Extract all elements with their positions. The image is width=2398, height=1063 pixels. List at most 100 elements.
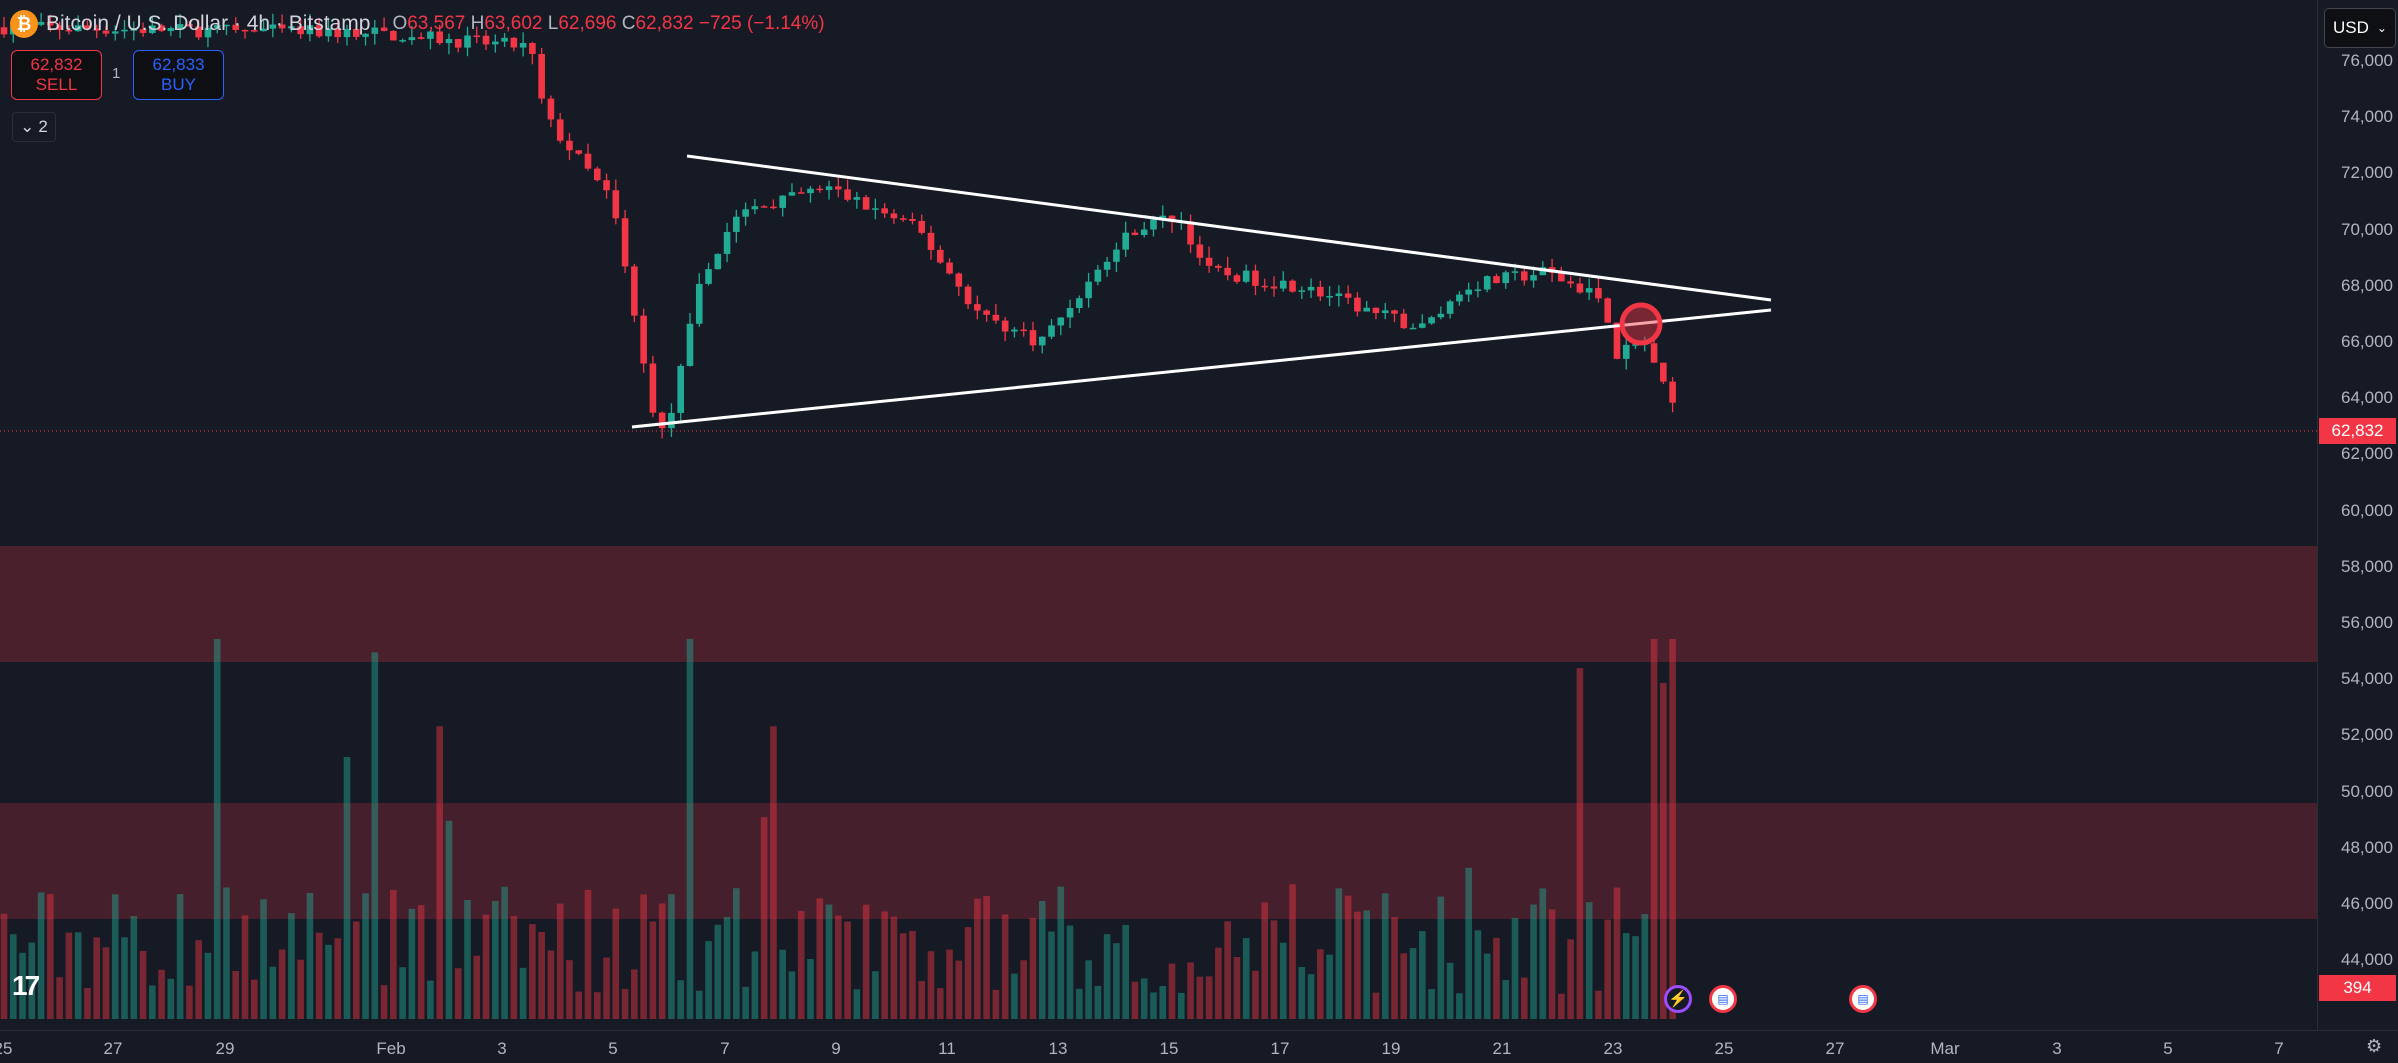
volume-bar [1094, 985, 1102, 1019]
lower-trendline [631, 308, 1772, 429]
candle-body [1020, 329, 1027, 332]
candle-body [927, 232, 935, 250]
volume-bar [714, 924, 722, 1019]
price-tick: 68,000 [2341, 275, 2393, 295]
price-tick: 44,000 [2341, 950, 2393, 970]
volume-bar [1400, 953, 1408, 1019]
candle-body [547, 98, 555, 120]
candle-body [1474, 289, 1482, 291]
price-tick: 70,000 [2341, 219, 2393, 239]
time-tick: 23 [1603, 1039, 1623, 1058]
volume-bar [1298, 967, 1306, 1019]
volume-bar [1215, 947, 1222, 1019]
volume-bar [677, 980, 685, 1019]
volume-bar [872, 971, 879, 1019]
candle-body [223, 24, 230, 27]
volume-bar [84, 987, 91, 1019]
candle-body [56, 25, 63, 30]
price-tick: 74,000 [2341, 107, 2393, 127]
indicators-collapse-button[interactable]: ⌄ 2 [12, 112, 56, 142]
volume-bar [695, 990, 703, 1019]
candle-body [1094, 269, 1102, 282]
candle-body [269, 24, 277, 29]
volume-bar [1419, 931, 1426, 1019]
volume-bar [65, 932, 73, 1019]
candle-body [130, 29, 138, 31]
time-axis[interactable]: 25 27 29 Feb 3 5 7 9 11 13 15 17 19 21 23 25 27 Mar 3 5 7 [0, 1030, 2398, 1063]
volume-bar [223, 887, 230, 1019]
volume-bar [19, 952, 26, 1019]
candle-body [492, 41, 499, 45]
candle-body [835, 186, 842, 190]
candle-body [111, 31, 119, 34]
volume-bar [371, 652, 379, 1019]
time-tick: 27 [103, 1039, 123, 1058]
volume-bar [1261, 902, 1269, 1019]
price-tick: 54,000 [2341, 669, 2393, 689]
volume-bar [1196, 976, 1204, 1019]
volume-bar [232, 971, 240, 1019]
candle-body [705, 269, 712, 284]
candle-body [1622, 344, 1630, 359]
volume-bar [28, 942, 36, 1019]
candle-body [1150, 219, 1157, 230]
volume-bar [1493, 937, 1500, 1019]
candle-body [1326, 296, 1333, 298]
volume-bar [149, 985, 156, 1019]
candle-body [621, 218, 629, 267]
volume-bar [130, 916, 138, 1019]
volume-bar [751, 951, 759, 1019]
tradingview-logo[interactable]: 17 [12, 970, 40, 1001]
candle-body [1029, 330, 1037, 346]
candle-body [1493, 276, 1500, 284]
candle-body [204, 27, 212, 38]
time-tick: 11 [938, 1039, 956, 1058]
volume-bar [93, 937, 100, 1019]
candle-body [825, 186, 833, 190]
candle-body [529, 43, 536, 54]
sell-button[interactable]: 62,832 SELL [11, 50, 102, 100]
volume-bar [1252, 970, 1259, 1019]
candle-body [677, 365, 685, 413]
candle-body [454, 39, 462, 48]
volume-bar [288, 913, 295, 1019]
volume-bar [1530, 904, 1537, 1019]
volume-bar [992, 989, 1000, 1019]
candle-body [612, 190, 620, 219]
volume-bar [1066, 925, 1074, 1019]
volume-bar [56, 977, 63, 1019]
volume-bar [1372, 992, 1380, 1019]
candle-body [1066, 307, 1074, 318]
volume-bar [593, 992, 601, 1019]
candle-body [1038, 336, 1046, 346]
volume-bar [1502, 980, 1510, 1019]
price-tick: 56,000 [2341, 613, 2393, 632]
settings-icon[interactable]: ⚙ [2366, 1036, 2383, 1056]
time-tick: 9 [831, 1039, 841, 1058]
candle-body [260, 28, 267, 32]
symbol-title[interactable]: Bitcoin / U.S. Dollar · 4h · Bitstamp [46, 12, 371, 35]
candle-body [306, 25, 314, 35]
volume-bar [352, 921, 360, 1019]
lightning-event-icon[interactable]: ⚡ [1664, 985, 1692, 1013]
buy-button[interactable]: 62,833 BUY [133, 50, 224, 100]
candle-body [1187, 221, 1194, 245]
us-flag-event-icon[interactable]: ▤ [1849, 985, 1877, 1013]
currency-select[interactable]: USD ⌄ [2324, 8, 2396, 48]
us-flag-event-icon[interactable]: ▤ [1709, 985, 1737, 1013]
candle-body [1613, 322, 1621, 359]
volume-bar [584, 889, 592, 1019]
time-tick: 5 [2163, 1039, 2173, 1058]
price-axis[interactable]: 76,000 74,000 72,000 70,000 68,000 66,000 64,0… [2317, 0, 2398, 1030]
time-tick: 29 [215, 1039, 235, 1058]
volume-bar [1604, 919, 1612, 1019]
volume-bar [974, 898, 981, 1019]
volume-bar [278, 949, 286, 1019]
volume-bar [1270, 920, 1278, 1019]
candle-body [918, 220, 926, 233]
candle-body [1279, 280, 1287, 289]
volume-bar [1650, 639, 1658, 1019]
volume-bar [853, 989, 861, 1019]
volume-bar [1011, 973, 1018, 1019]
price-chart[interactable] [0, 0, 2317, 1030]
